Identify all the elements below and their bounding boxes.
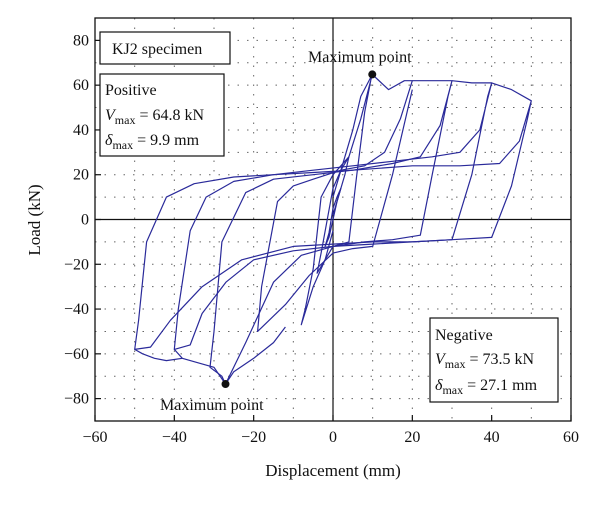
negative-summary-box: Negative Vmax = 73.5 kN δmax = 27.1 mm (429, 317, 559, 403)
negative-dmax-symbol: δ (435, 377, 443, 394)
negative-dmax-value: = 27.1 mm (463, 377, 537, 394)
hysteresis-loop-4 (257, 73, 413, 332)
negative-vmax-symbol: V (435, 351, 447, 368)
negative-dmax-line: δmax = 27.1 mm (435, 377, 538, 397)
hysteresis-loop-6 (173, 80, 493, 350)
x-tick-label: −20 (241, 429, 266, 446)
hysteresis-loop-7 (134, 82, 532, 350)
positive-title: Positive (105, 82, 157, 99)
x-tick-label: 60 (563, 429, 579, 446)
negative-dmax-sub: max (442, 383, 463, 397)
x-tick-label: −60 (82, 429, 107, 446)
x-tick-label: 20 (404, 429, 420, 446)
y-tick-label: −40 (64, 301, 89, 318)
y-tick-label: 40 (73, 122, 89, 139)
positive-vmax-value: = 64.8 kN (135, 107, 204, 124)
peak-point-1 (368, 70, 377, 79)
positive-dmax-sub: max (112, 138, 133, 152)
hysteresis-loop-9 (134, 348, 183, 362)
annotation-positive-max: Maximum point (308, 49, 412, 66)
y-tick-label: 0 (81, 212, 89, 229)
peak-point-2 (221, 380, 230, 389)
y-tick-label: −20 (64, 256, 89, 273)
negative-vmax-sub: max (445, 357, 466, 371)
specimen-label-box: KJ2 specimen (99, 31, 231, 65)
series-layer (134, 73, 532, 385)
x-axis-label: Displacement (mm) (265, 461, 401, 480)
x-tick-label: 0 (329, 429, 337, 446)
y-tick-label: 20 (73, 167, 89, 184)
y-tick-label: −60 (64, 346, 89, 363)
hysteresis-loop-3 (300, 73, 373, 326)
y-tick-label: −80 (64, 391, 89, 408)
positive-vmax-symbol: V (105, 107, 117, 124)
hysteresis-loop-5 (209, 80, 453, 385)
x-tick-label: 40 (484, 429, 500, 446)
marker-layer (221, 70, 377, 389)
positive-vmax-line: Vmax = 64.8 kN (105, 107, 204, 127)
negative-title: Negative (435, 327, 493, 344)
positive-dmax-value: = 9.9 mm (133, 132, 199, 149)
specimen-label: KJ2 specimen (112, 41, 202, 58)
positive-vmax-sub: max (115, 113, 136, 127)
negative-vmax-value: = 73.5 kN (465, 351, 534, 368)
negative-vmax-line: Vmax = 73.5 kN (435, 351, 534, 371)
annotation-negative-max: Maximum point (160, 397, 264, 414)
positive-summary-box: Positive Vmax = 64.8 kN δmax = 9.9 mm (99, 73, 225, 157)
y-axis-label: Load (kN) (25, 184, 44, 255)
x-tick-label: −40 (162, 429, 187, 446)
positive-dmax-line: δmax = 9.9 mm (105, 132, 200, 152)
tick-label-layer: −60 −40 −20 0 20 40 60 −80 −60 −40 −20 0 20 40 60 80 (64, 32, 579, 446)
y-tick-label: 60 (73, 77, 89, 94)
positive-dmax-symbol: δ (105, 132, 113, 149)
y-tick-label: 80 (73, 32, 89, 49)
